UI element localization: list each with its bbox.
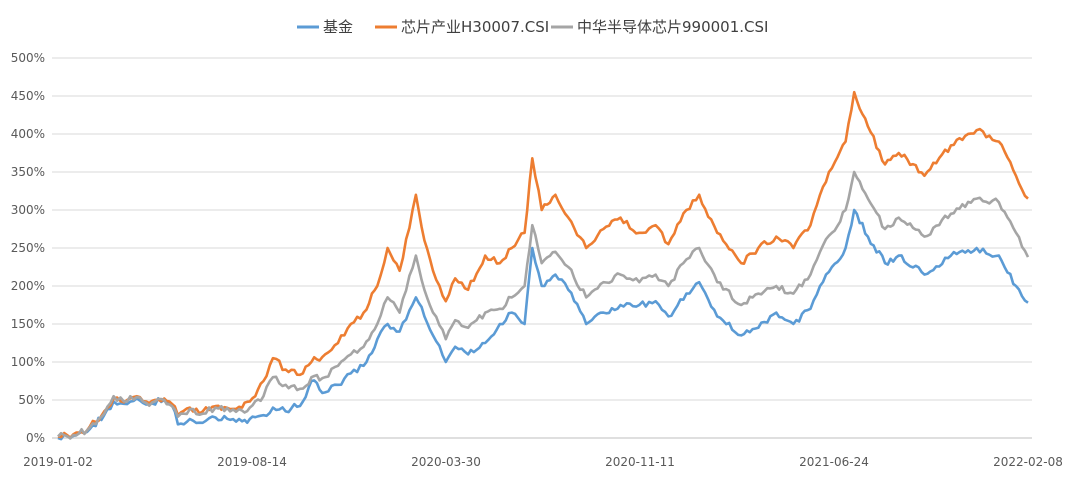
x-tick-label: 2021-06-24 <box>799 455 869 469</box>
y-tick-label: 400% <box>11 127 45 141</box>
series-line-1 <box>57 208 1029 441</box>
legend-label: 基金 <box>323 18 353 36</box>
y-tick-label: 250% <box>11 241 45 255</box>
y-tick-label: 350% <box>11 165 45 179</box>
series-line-3 <box>57 170 1030 440</box>
legend-label: 芯片产业H30007.CSI <box>401 18 549 36</box>
series-line-2 <box>57 90 1029 439</box>
y-tick-label: 300% <box>11 203 45 217</box>
y-tick-label: 50% <box>18 393 45 407</box>
y-tick-label: 0% <box>26 431 45 445</box>
x-tick-label: 2022-02-08 <box>993 455 1063 469</box>
x-tick-label: 2019-08-14 <box>217 455 287 469</box>
x-tick-label: 2019-01-02 <box>23 455 93 469</box>
x-tick-label: 2020-11-11 <box>605 455 675 469</box>
y-tick-label: 100% <box>11 355 45 369</box>
y-tick-label: 450% <box>11 89 45 103</box>
y-tick-label: 150% <box>11 317 45 331</box>
y-tick-labels: 0% 50% 100% 150% 200% 250% 300% 350% 400% 450% 500… <box>11 51 45 445</box>
y-tick-label: 200% <box>11 279 45 293</box>
legend-label: 中华半导体芯片990001.CSI <box>577 18 768 36</box>
x-tick-labels: 2019-01-02 2019-08-14 2020-03-30 2020-11-11… <box>23 455 1063 469</box>
y-tick-label: 500% <box>11 51 45 65</box>
legend: 基金 芯片产业H30007.CSI 中华半导体芯片990001.CSI <box>297 18 768 36</box>
series-lines <box>57 90 1030 441</box>
x-tick-label: 2020-03-30 <box>411 455 481 469</box>
